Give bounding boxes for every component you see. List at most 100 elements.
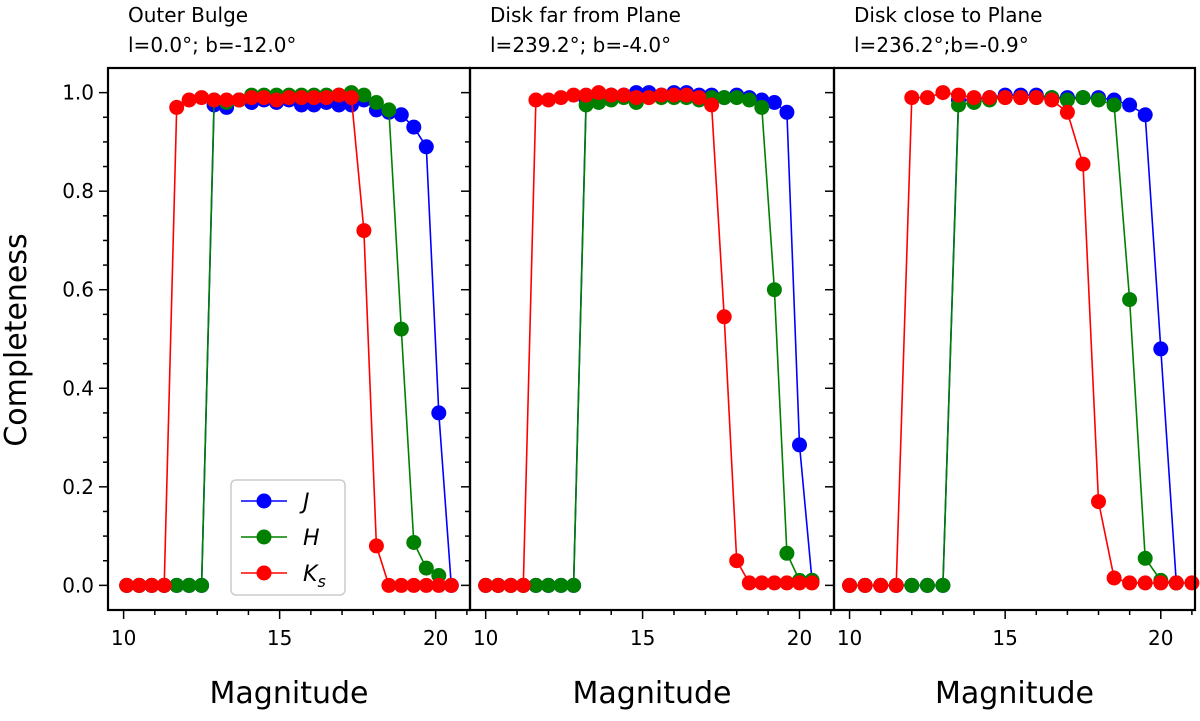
x-tick-label: 20 bbox=[423, 626, 448, 650]
data-point-ks bbox=[691, 90, 707, 106]
legend-entry-ks: Ks bbox=[241, 562, 326, 591]
data-point-h bbox=[716, 90, 732, 106]
data-point-ks bbox=[1168, 575, 1184, 591]
data-point-ks bbox=[1059, 104, 1075, 120]
data-point-ks bbox=[754, 575, 770, 591]
data-point-h bbox=[729, 90, 745, 106]
data-point-h bbox=[919, 577, 935, 593]
data-point-h bbox=[1106, 97, 1122, 113]
data-point-ks bbox=[318, 90, 334, 106]
data-point-ks bbox=[888, 577, 904, 593]
data-point-h bbox=[1137, 550, 1153, 566]
data-point-ks bbox=[169, 99, 185, 115]
panel-title: Outer Bulge bbox=[128, 3, 248, 27]
data-point-h bbox=[1075, 90, 1091, 106]
panel-subtitle: l=239.2°; b=-4.0° bbox=[490, 33, 671, 57]
data-point-ks bbox=[653, 87, 669, 103]
y-tick-label: 0.0 bbox=[62, 573, 94, 597]
data-point-h bbox=[393, 321, 409, 337]
data-point-ks bbox=[443, 577, 459, 593]
y-tick-label: 0.6 bbox=[62, 278, 94, 302]
x-tick-label: 15 bbox=[267, 626, 292, 650]
data-point-ks bbox=[418, 577, 434, 593]
data-point-ks bbox=[704, 97, 720, 113]
data-point-j bbox=[766, 95, 782, 110]
panel-2: Disk far from Plane l=239.2°; b=-4.0° 10 15… bbox=[461, 3, 836, 711]
x-tick-label: 15 bbox=[630, 626, 655, 650]
legend-marker bbox=[256, 565, 272, 581]
data-point-h bbox=[169, 577, 185, 593]
data-point-h bbox=[766, 282, 782, 298]
data-point-ks bbox=[857, 577, 873, 593]
panel-3: Disk close to Plane l=236.2°;b=-0.9° 10 15 2… bbox=[825, 3, 1200, 711]
legend-marker bbox=[256, 493, 272, 509]
data-point-h bbox=[194, 577, 210, 593]
data-point-ks bbox=[591, 85, 607, 101]
x-tick-label: 10 bbox=[473, 626, 498, 650]
data-point-ks bbox=[1044, 92, 1060, 108]
data-point-ks bbox=[566, 87, 582, 103]
data-point-ks bbox=[966, 90, 982, 106]
data-point-ks bbox=[1075, 156, 1091, 172]
data-point-ks bbox=[1137, 575, 1153, 591]
data-point-j bbox=[431, 405, 447, 421]
data-point-ks bbox=[616, 87, 632, 103]
data-point-ks bbox=[406, 577, 422, 593]
panel-subtitle: l=236.2°;b=-0.9° bbox=[854, 33, 1029, 57]
data-point-ks bbox=[842, 577, 858, 593]
data-point-j bbox=[779, 104, 795, 120]
data-point-ks bbox=[490, 577, 506, 593]
data-point-h bbox=[553, 577, 569, 593]
legend: JH Ks bbox=[230, 479, 346, 596]
x-axis-label: Magnitude bbox=[935, 676, 1094, 711]
y-tick-label: 0.8 bbox=[62, 179, 94, 203]
data-point-ks bbox=[1106, 570, 1122, 586]
data-point-h bbox=[779, 545, 795, 561]
series-ks bbox=[478, 85, 820, 593]
data-point-ks bbox=[578, 87, 594, 103]
y-axis-label: Completeness bbox=[0, 233, 34, 446]
data-point-ks bbox=[528, 92, 544, 108]
data-point-h bbox=[1059, 92, 1075, 108]
data-point-h bbox=[540, 577, 556, 593]
data-point-h bbox=[741, 92, 757, 108]
data-point-ks bbox=[919, 90, 935, 106]
data-point-ks bbox=[478, 577, 494, 593]
panel-subtitle: l=0.0°; b=-12.0° bbox=[128, 33, 296, 57]
data-point-ks bbox=[628, 90, 644, 106]
data-point-j bbox=[792, 437, 807, 453]
data-point-ks bbox=[873, 577, 889, 593]
data-point-ks bbox=[904, 90, 920, 106]
data-point-ks bbox=[729, 553, 745, 569]
data-point-ks bbox=[194, 90, 210, 106]
data-point-ks bbox=[792, 575, 807, 591]
data-point-h bbox=[406, 535, 422, 550]
y-tick-label: 1.0 bbox=[62, 81, 94, 105]
legend-entry-j: J bbox=[241, 490, 310, 515]
data-point-j bbox=[393, 107, 409, 123]
data-point-ks bbox=[603, 87, 619, 103]
y-tick-label: 0.4 bbox=[62, 376, 94, 400]
legend-label: Ks bbox=[303, 562, 326, 591]
data-point-ks bbox=[641, 90, 657, 106]
legend-entry-h: H bbox=[241, 526, 320, 551]
data-point-ks bbox=[503, 577, 519, 593]
x-tick-label: 15 bbox=[992, 626, 1017, 650]
x-axis-label: Magnitude bbox=[210, 676, 369, 711]
data-point-ks bbox=[381, 577, 397, 593]
x-tick-label: 20 bbox=[787, 626, 812, 650]
data-point-h bbox=[566, 577, 582, 593]
legend-box bbox=[230, 479, 346, 596]
panel-title: Disk close to Plane bbox=[854, 3, 1042, 27]
data-point-ks bbox=[515, 577, 531, 593]
data-point-ks bbox=[281, 90, 297, 106]
legend-label: J bbox=[299, 490, 310, 515]
x-axis-label: Magnitude bbox=[573, 676, 732, 711]
data-point-h bbox=[368, 95, 384, 110]
data-point-ks bbox=[1091, 494, 1106, 510]
data-point-ks bbox=[935, 85, 951, 101]
series-ks bbox=[842, 85, 1200, 593]
data-point-ks bbox=[997, 90, 1013, 106]
